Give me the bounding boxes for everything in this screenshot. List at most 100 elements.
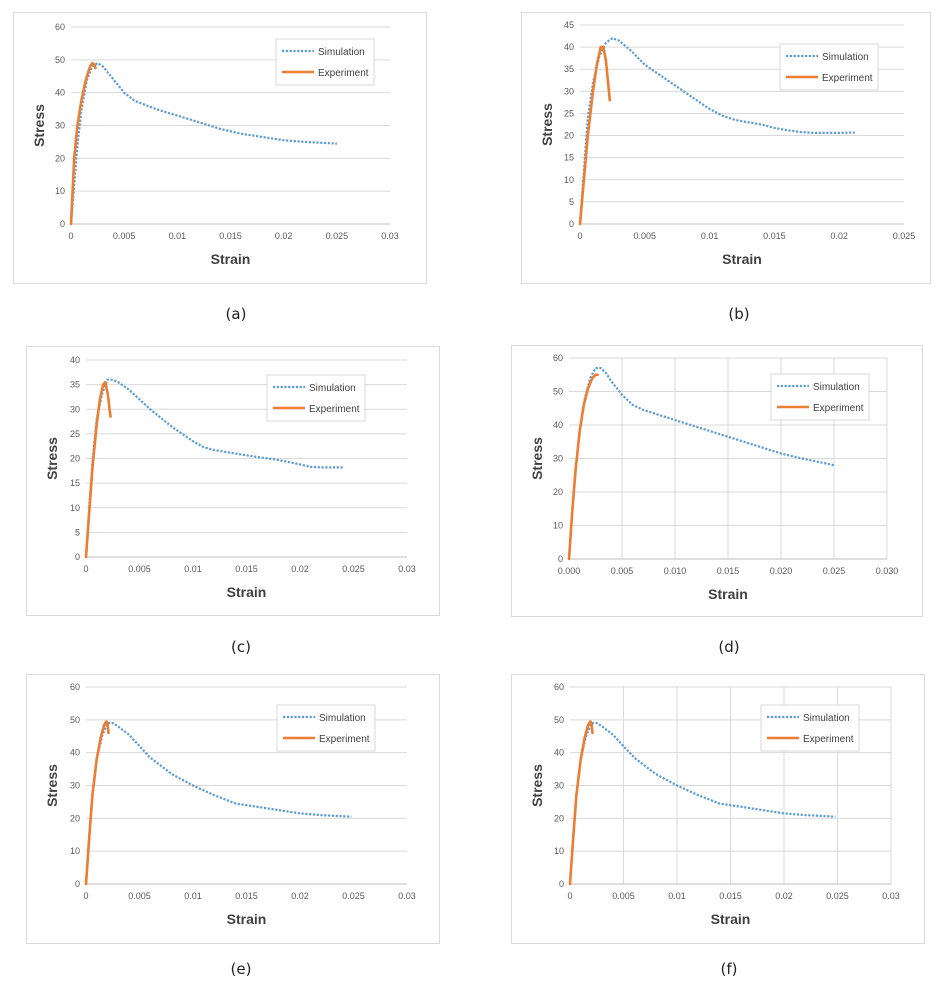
y-axis-title: Stress [539, 103, 555, 146]
chart-svg-d: 0 10 20 30 40 50 60 0.000 0.005 0.010 0.015 0.020 0.… [529, 353, 899, 602]
y-tick-label: 10 [70, 503, 80, 513]
y-tick-label: 10 [564, 175, 574, 185]
y-tick-label: 40 [55, 88, 65, 98]
x-axis-title: Strain [711, 911, 751, 927]
y-tick-label: 40 [564, 42, 574, 52]
series-line-experiment [578, 45, 612, 226]
y-tick-label: 40 [554, 748, 564, 758]
caption-d: (d) [718, 638, 740, 656]
y-tick-label: 50 [70, 715, 80, 725]
legend-label-simulation: Simulation [822, 52, 869, 63]
x-tick-label: 0.005 [634, 231, 657, 241]
x-tick-label: 0.02 [775, 891, 793, 901]
x-tick-label: 0.005 [128, 564, 151, 574]
x-tick-label: 0.02 [291, 564, 309, 574]
chart-svg-b: 0 5 10 15 20 25 30 35 40 45 0 0.005 0.01 0.015 0.02 0.0… [539, 20, 916, 267]
y-tick-label: 25 [564, 108, 574, 118]
x-tick-label: 0.025 [823, 566, 846, 576]
legend-box [760, 704, 860, 752]
legend-label-simulation: Simulation [813, 382, 860, 393]
x-tick-label: 0.015 [717, 566, 740, 576]
caption-b: (b) [728, 305, 750, 323]
x-tick-label: 0.020 [770, 566, 793, 576]
x-tick-label: 0.03 [398, 891, 416, 901]
legend-label-experiment: Experiment [813, 403, 864, 414]
series-line-simulation [84, 378, 343, 558]
x-tick-label: 0.02 [830, 231, 848, 241]
x-tick-label: 0.01 [668, 891, 686, 901]
x-tick-label: 0 [83, 891, 88, 901]
legend: Simulation Experiment [276, 704, 376, 752]
x-tick-label: 0.015 [219, 231, 242, 241]
series-line-experiment [568, 720, 594, 886]
chart-panel-e: 0 10 20 30 40 50 60 0 0.005 0.01 0.015 0.02 0.025 0.0… [26, 674, 440, 944]
y-tick-label: 50 [553, 387, 563, 397]
y-tick-label: 0 [559, 879, 564, 889]
x-tick-label: 0.01 [184, 891, 202, 901]
y-axis-title: Stress [529, 764, 545, 807]
y-tick-label: 60 [553, 353, 563, 363]
x-axis-title: Strain [708, 586, 748, 602]
x-tick-label: 0.025 [342, 564, 365, 574]
x-axis-title: Strain [227, 584, 267, 600]
x-tick-label: 0.025 [326, 231, 349, 241]
legend: Simulation Experiment [266, 374, 366, 422]
x-tick-label: 0.030 [876, 566, 899, 576]
caption-c: (c) [231, 638, 251, 656]
x-tick-label: 0 [83, 564, 88, 574]
x-tick-label: 0 [567, 891, 572, 901]
chart-svg-e: 0 10 20 30 40 50 60 0 0.005 0.01 0.015 0.02 0.025 0.0… [44, 682, 416, 927]
y-tick-label: 35 [70, 380, 80, 390]
y-tick-label: 0 [75, 879, 80, 889]
x-tick-label: 0.025 [893, 231, 916, 241]
legend-label-experiment: Experiment [319, 734, 370, 745]
x-tick-label: 0.015 [235, 891, 258, 901]
y-tick-label: 60 [55, 22, 65, 32]
x-tick-label: 0.01 [184, 564, 202, 574]
y-tick-label: 10 [554, 846, 564, 856]
x-tick-label: 0 [577, 231, 582, 241]
y-tick-label: 30 [70, 404, 80, 414]
y-tick-label: 50 [55, 55, 65, 65]
legend-label-experiment: Experiment [318, 68, 369, 79]
y-tick-label: 0 [60, 219, 65, 229]
x-tick-label: 0.000 [558, 566, 581, 576]
x-tick-label: 0.015 [235, 564, 258, 574]
y-tick-label: 20 [70, 813, 80, 823]
y-tick-label: 5 [569, 197, 574, 207]
y-tick-label: 20 [55, 153, 65, 163]
series-line-experiment [84, 380, 112, 559]
y-tick-label: 0 [569, 219, 574, 229]
legend-label-simulation: Simulation [318, 47, 365, 58]
y-tick-label: 20 [70, 454, 80, 464]
y-tick-label: 30 [564, 86, 574, 96]
chart-svg-a: 0 10 20 30 40 50 60 0 0.005 0.01 0.015 0.02 0.025 0.0… [31, 22, 399, 267]
chart-svg-c: 0 5 10 15 20 25 30 35 40 0 0.005 0.01 0.015 0.02 0.025… [44, 355, 416, 600]
y-tick-label: 10 [70, 846, 80, 856]
x-tick-label: 0.02 [291, 891, 309, 901]
chart-panel-b: 0 5 10 15 20 25 30 35 40 45 0 0.005 0.01 0.015 0.02 0.0… [521, 12, 931, 284]
y-tick-label: 45 [564, 20, 574, 30]
y-tick-label: 10 [55, 186, 65, 196]
y-tick-label: 25 [70, 429, 80, 439]
y-tick-label: 0 [558, 554, 563, 564]
y-tick-label: 50 [554, 715, 564, 725]
y-axis-title: Stress [31, 104, 47, 147]
caption-a: (a) [225, 305, 247, 323]
y-tick-label: 5 [75, 527, 80, 537]
y-tick-label: 60 [554, 682, 564, 692]
chart-panel-a: 0 10 20 30 40 50 60 0 0.005 0.01 0.015 0.02 0.025 0.0… [13, 12, 427, 284]
legend-label-simulation: Simulation [309, 383, 356, 394]
y-axis-title: Stress [529, 437, 545, 480]
y-tick-label: 20 [564, 131, 574, 141]
legend: Simulation Experiment [770, 373, 870, 421]
y-axis-title: Stress [44, 437, 60, 480]
x-tick-label: 0.02 [275, 231, 293, 241]
x-tick-label: 0.01 [169, 231, 187, 241]
x-tick-label: 0.015 [719, 891, 742, 901]
y-tick-label: 35 [564, 64, 574, 74]
legend-label-simulation: Simulation [319, 713, 366, 724]
legend-label-experiment: Experiment [803, 734, 854, 745]
series-line-experiment [69, 61, 97, 226]
y-tick-label: 0 [75, 552, 80, 562]
